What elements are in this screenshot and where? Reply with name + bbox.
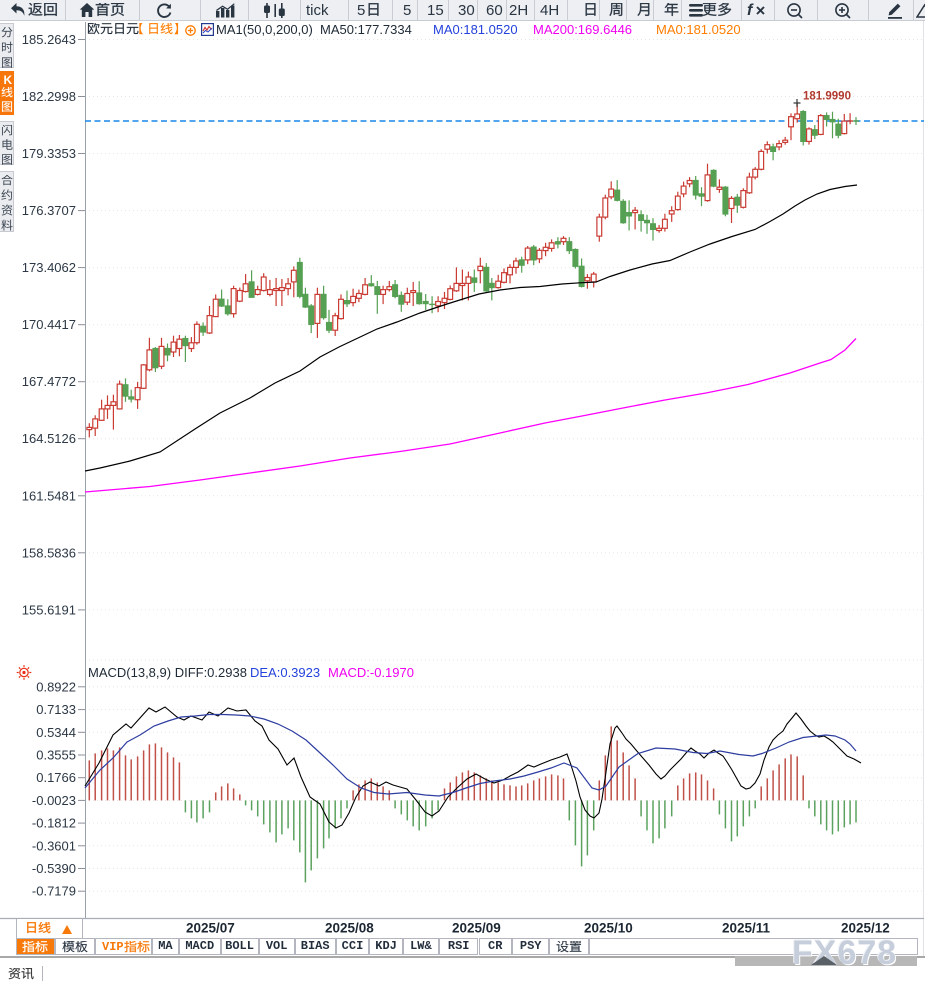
svg-text:0.7133: 0.7133	[36, 702, 76, 717]
svg-text:181.9990: 181.9990	[803, 91, 851, 103]
svg-text:0.5344: 0.5344	[36, 725, 76, 740]
svg-text:-0.1812: -0.1812	[32, 816, 76, 831]
svg-text:DEA:0.3923: DEA:0.3923	[250, 665, 320, 680]
svg-text:176.3707: 176.3707	[22, 203, 76, 218]
svg-text:-0.7179: -0.7179	[32, 884, 76, 899]
svg-text:173.4062: 173.4062	[22, 260, 76, 275]
svg-text:164.5126: 164.5126	[22, 431, 76, 446]
svg-text:2025/12: 2025/12	[841, 921, 890, 936]
svg-text:MACD(13,8,9) DIFF:0.2938: MACD(13,8,9) DIFF:0.2938	[88, 665, 247, 680]
svg-text:158.5836: 158.5836	[22, 545, 76, 560]
svg-text:2025/10: 2025/10	[584, 921, 633, 936]
svg-text:-0.5390: -0.5390	[32, 861, 76, 876]
svg-text:MACD:-0.1970: MACD:-0.1970	[328, 665, 414, 680]
svg-text:-0.0023: -0.0023	[32, 793, 76, 808]
svg-text:179.3353: 179.3353	[22, 146, 76, 161]
svg-text:161.5481: 161.5481	[22, 488, 76, 503]
svg-text:-0.3601: -0.3601	[32, 838, 76, 853]
svg-text:185.2643: 185.2643	[22, 32, 76, 47]
svg-text:182.2998: 182.2998	[22, 89, 76, 104]
svg-text:167.4772: 167.4772	[22, 374, 76, 389]
svg-text:2025/08: 2025/08	[325, 921, 374, 936]
svg-text:0.8922: 0.8922	[36, 679, 76, 694]
svg-text:0.3555: 0.3555	[36, 748, 76, 763]
svg-text:2025/07: 2025/07	[186, 921, 235, 936]
svg-text:0.1766: 0.1766	[36, 770, 76, 785]
svg-text:2025/11: 2025/11	[722, 921, 771, 936]
svg-text:155.6191: 155.6191	[22, 602, 76, 617]
svg-text:170.4417: 170.4417	[22, 317, 76, 332]
svg-text:2025/09: 2025/09	[452, 921, 501, 936]
